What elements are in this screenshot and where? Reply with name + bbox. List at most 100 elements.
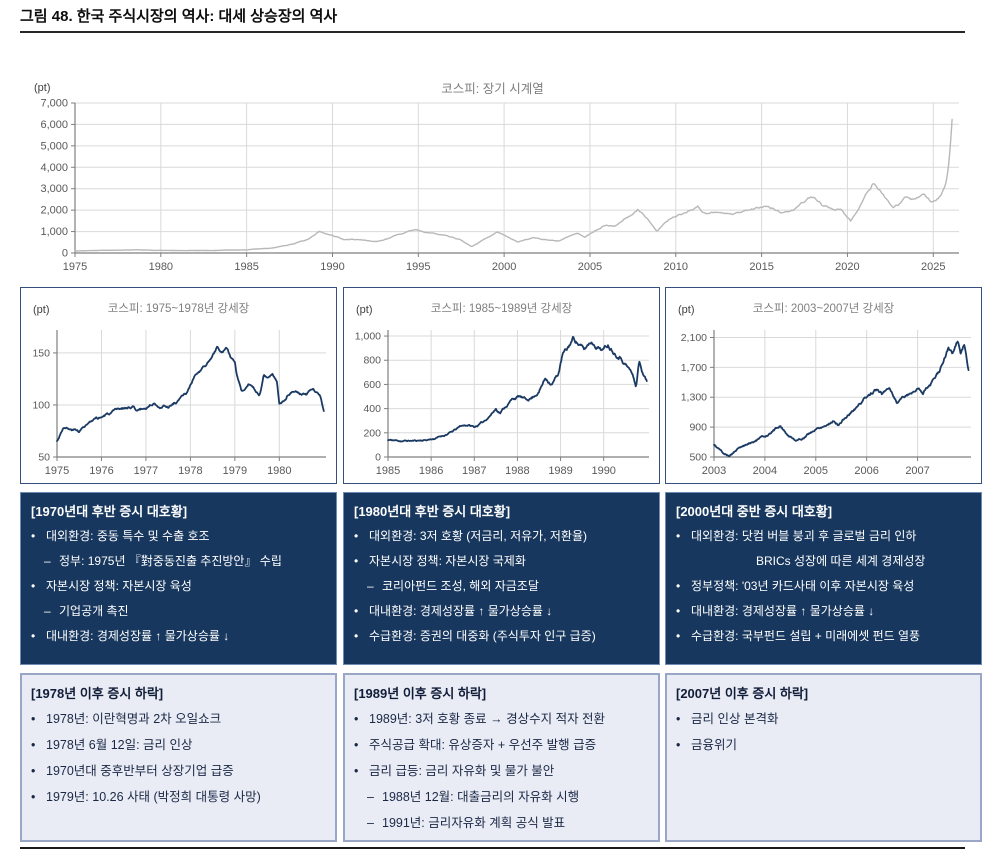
decline-box-1989-heading: [1989년 이후 증시 하락]	[354, 686, 487, 701]
line-marker: •	[676, 738, 681, 752]
line-text: 코리아펀드 조성, 해외 자금조달	[382, 579, 539, 593]
boom-box-1970s-lines: • 대외환경: 중동 특수 및 수출 호조 – 정부: 1975년 『對중동진출 추…	[31, 524, 326, 649]
boom-box-1980s-heading: [1980년대 후반 증시 대호황]	[354, 504, 511, 519]
svg-text:2004: 2004	[753, 465, 777, 477]
line-text: 기업공개 촉진	[59, 604, 129, 618]
line-text: 대외환경: 3저 호황 (저금리, 저유가, 저환율)	[369, 529, 587, 543]
svg-text:200: 200	[363, 427, 381, 439]
svg-text:0: 0	[62, 248, 68, 260]
line-text: 1979년: 10.26 사태 (박정희 대통령 사망)	[46, 790, 261, 804]
unit-label: (pt)	[34, 82, 51, 94]
svg-text:1976: 1976	[89, 465, 113, 477]
text-line: • 대외환경: 중동 특수 및 수출 호조	[31, 524, 326, 549]
svg-text:1980: 1980	[267, 465, 291, 477]
svg-text:1985: 1985	[376, 465, 400, 477]
line-text: 1978년: 이란혁명과 2차 오일쇼크	[46, 712, 222, 726]
line-marker	[741, 549, 756, 574]
boom-box-1970s-heading: [1970년대 후반 증시 대호황]	[31, 504, 188, 519]
svg-text:2015: 2015	[749, 261, 773, 273]
line-text: 1970년대 중후반부터 상장기업 급증	[46, 764, 234, 778]
text-line: • 1978년: 이란혁명과 2차 오일쇼크	[31, 706, 326, 732]
line-text: 1988년 12월: 대출금리의 자유화 시행	[382, 790, 580, 804]
bottom-divider	[20, 847, 965, 849]
text-line: –1991년: 금리자유화 계획 공식 발표	[354, 810, 649, 836]
text-line: • 금리 인상 본격화	[676, 706, 971, 732]
svg-text:600: 600	[363, 379, 381, 391]
bull-2003-chart-panel: (pt) 코스피: 2003~2007년 강세장 500 900 1,300 1,70…	[665, 287, 982, 484]
line-marker: •	[676, 579, 681, 593]
line-text: 금리 급등: 금리 자유화 및 물가 불안	[369, 764, 555, 778]
svg-text:1,000: 1,000	[40, 226, 68, 238]
line-marker: •	[676, 529, 681, 543]
line-marker: –	[44, 604, 51, 618]
text-line: –1988년 12월: 대출금리의 자유화 시행	[354, 784, 649, 810]
line-text: 대내환경: 경제성장률 ↑ 물가상승률 ↓	[369, 604, 553, 618]
line-marker: •	[354, 712, 359, 726]
line-text: 1991년: 금리자유화 계획 공식 발표	[382, 816, 566, 830]
chart-title-bull-1985: 코스피: 1985~1989년 강세장	[430, 303, 573, 315]
line-text: 1989년: 3저 호황 종료 → 경상수지 적자 전환	[369, 712, 606, 726]
line-marker: –	[367, 579, 374, 593]
svg-text:1975: 1975	[45, 465, 69, 477]
line-marker: •	[354, 738, 359, 752]
line-marker: •	[354, 764, 359, 778]
svg-text:1,300: 1,300	[681, 392, 707, 404]
boom-box-1980s-lines: • 대외환경: 3저 호황 (저금리, 저유가, 저환율) • 자본시장 정책: 자…	[354, 524, 649, 649]
text-line: • 1989년: 3저 호황 종료 → 경상수지 적자 전환	[354, 706, 649, 732]
decline-box-2007: [2007년 이후 증시 하락] • 금리 인상 본격화 • 금융위기	[665, 673, 982, 842]
line-marker: •	[676, 604, 681, 618]
decline-box-1978: [1978년 이후 증시 하락] • 1978년: 이란혁명과 2차 오일쇼크 •…	[20, 673, 337, 842]
svg-text:2025: 2025	[921, 261, 945, 273]
svg-text:2020: 2020	[835, 261, 859, 273]
text-line: – 기업공개 촉진	[31, 599, 326, 624]
text-line: – 코리아펀드 조성, 해외 자금조달	[354, 574, 649, 599]
svg-text:1987: 1987	[462, 465, 486, 477]
svg-text:1986: 1986	[419, 465, 443, 477]
line-text: 자본시장 정책: 자본시장 육성	[46, 579, 192, 593]
unit-label: (pt)	[33, 304, 50, 316]
svg-text:1979: 1979	[223, 465, 247, 477]
svg-text:2000: 2000	[492, 261, 516, 273]
svg-text:2,000: 2,000	[40, 205, 68, 217]
svg-text:6,000: 6,000	[40, 119, 68, 131]
svg-text:50: 50	[38, 452, 50, 464]
decline-box-1989: [1989년 이후 증시 하락] • 1989년: 3저 호황 종료 → 경상수지…	[343, 673, 660, 842]
line-text: 금융위기	[691, 738, 738, 752]
line-marker: •	[31, 712, 36, 726]
decline-box-2007-heading: [2007년 이후 증시 하락]	[676, 686, 809, 701]
line-marker: •	[31, 579, 36, 593]
line-marker: –	[44, 554, 51, 568]
line-marker: –	[367, 816, 374, 830]
title-divider	[20, 31, 965, 33]
line-text: 1978년 6월 12일: 금리 인상	[46, 738, 193, 752]
text-line: • 1979년: 10.26 사태 (박정희 대통령 사망)	[31, 784, 326, 810]
line-text: BRICs 성장에 따른 세계 경제성장	[756, 554, 926, 568]
text-line: • 자본시장 정책: 자본시장 육성	[31, 574, 326, 599]
decline-box-1978-heading: [1978년 이후 증시 하락]	[31, 686, 164, 701]
text-line: • 정부정책: '03년 카드사태 이후 자본시장 육성	[676, 574, 971, 599]
boom-box-1980s: [1980년대 후반 증시 대호황] • 대외환경: 3저 호황 (저금리, 저유…	[343, 492, 660, 665]
svg-text:2005: 2005	[804, 465, 828, 477]
svg-text:2010: 2010	[664, 261, 688, 273]
svg-text:900: 900	[689, 422, 707, 434]
unit-label: (pt)	[356, 304, 373, 316]
line-text: 수급환경: 증권의 대중화 (주식투자 인구 급증)	[369, 629, 596, 643]
svg-text:1988: 1988	[505, 465, 529, 477]
chart-title-bull-1975: 코스피: 1975~1978년 강세장	[107, 303, 250, 315]
svg-text:500: 500	[689, 452, 707, 464]
line-marker: •	[354, 529, 359, 543]
boom-box-2000s: [2000년대 중반 증시 대호황] • 대외환경: 닷컴 버블 붕괴 후 글로벌…	[665, 492, 982, 665]
line-text: 정부: 1975년 『對중동진출 추진방안』 수립	[59, 554, 282, 568]
text-line: • 대내환경: 경제성장률 ↑ 물가상승률 ↓	[31, 624, 326, 649]
line-text: 수급환경: 국부펀드 설립 + 미래에셋 펀드 열풍	[691, 629, 921, 643]
line-text: 대내환경: 경제성장률 ↑ 물가상승률 ↓	[691, 604, 875, 618]
chart-title-bull-2003: 코스피: 2003~2007년 강세장	[752, 303, 895, 315]
svg-text:1,700: 1,700	[681, 362, 707, 374]
line-marker: •	[354, 554, 359, 568]
svg-text:2005: 2005	[578, 261, 602, 273]
text-line: • 자본시장 정책: 자본시장 국제화	[354, 549, 649, 574]
svg-text:1985: 1985	[234, 261, 258, 273]
svg-text:2003: 2003	[702, 465, 726, 477]
text-line: – 정부: 1975년 『對중동진출 추진방안』 수립	[31, 549, 326, 574]
